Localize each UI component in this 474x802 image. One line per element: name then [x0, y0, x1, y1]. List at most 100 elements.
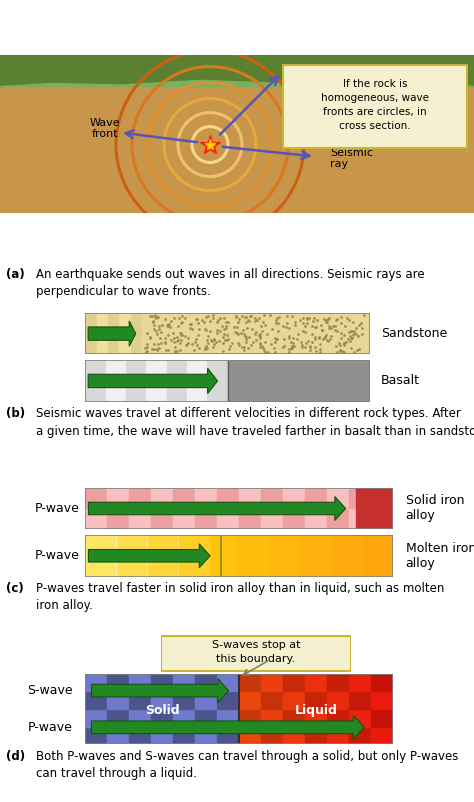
Bar: [283, 508, 305, 529]
Bar: [372, 674, 393, 691]
Bar: [107, 488, 129, 508]
Point: [244, 314, 252, 326]
Point: [157, 337, 164, 350]
Point: [279, 341, 287, 354]
Bar: [218, 727, 239, 744]
Bar: [328, 674, 349, 691]
Point: [346, 334, 354, 347]
Bar: [85, 535, 116, 577]
Point: [192, 313, 200, 326]
Point: [350, 326, 358, 339]
Point: [153, 312, 160, 325]
Point: [163, 344, 170, 357]
Bar: [305, 691, 328, 709]
Point: [331, 324, 338, 337]
Point: [323, 315, 330, 328]
Point: [153, 342, 160, 355]
Point: [256, 336, 264, 349]
Point: [193, 313, 201, 326]
Point: [154, 328, 161, 341]
Point: [303, 337, 310, 350]
Point: [312, 341, 319, 354]
FancyArrow shape: [91, 678, 228, 703]
Bar: [0, 55, 474, 86]
Point: [324, 315, 331, 328]
Bar: [283, 691, 305, 709]
Bar: [151, 674, 173, 691]
Bar: [218, 709, 239, 727]
Bar: [173, 508, 195, 529]
Point: [345, 326, 353, 338]
Point: [227, 339, 234, 352]
Point: [155, 320, 163, 333]
Point: [268, 322, 276, 335]
Point: [261, 335, 268, 348]
Text: P-waves travel faster in solid iron alloy than in liquid, such as molten
iron al: P-waves travel faster in solid iron allo…: [36, 581, 444, 612]
Bar: [372, 691, 393, 709]
Point: [219, 337, 227, 350]
Point: [358, 322, 365, 334]
Text: Sandstone: Sandstone: [381, 327, 447, 340]
Point: [281, 340, 288, 353]
Bar: [195, 674, 218, 691]
Point: [340, 336, 348, 349]
Point: [310, 311, 318, 324]
FancyArrow shape: [88, 496, 346, 520]
Point: [251, 312, 259, 325]
Bar: [142, 313, 370, 354]
Point: [149, 314, 156, 327]
Bar: [218, 488, 239, 508]
Point: [321, 330, 329, 343]
Bar: [146, 360, 166, 402]
Point: [171, 344, 179, 357]
Bar: [349, 727, 372, 744]
Point: [283, 317, 291, 330]
Point: [355, 330, 362, 342]
Point: [162, 313, 169, 326]
Point: [166, 320, 174, 333]
Text: S-wave: S-wave: [27, 684, 73, 697]
Bar: [116, 535, 147, 577]
Point: [340, 337, 347, 350]
Point: [306, 344, 314, 357]
Point: [219, 345, 227, 358]
Point: [242, 336, 249, 349]
Text: Basalt: Basalt: [381, 375, 420, 387]
Text: (d): (d): [6, 750, 25, 763]
Point: [288, 339, 295, 352]
Point: [153, 344, 160, 357]
Bar: [129, 508, 151, 529]
Point: [271, 335, 279, 348]
Bar: [349, 508, 372, 529]
Bar: [116, 535, 147, 577]
Point: [308, 320, 315, 333]
Point: [174, 319, 182, 332]
Point: [289, 337, 296, 350]
Bar: [0, 86, 474, 213]
Point: [161, 335, 169, 348]
Bar: [173, 709, 195, 727]
Point: [322, 315, 330, 328]
Point: [150, 338, 158, 350]
Point: [264, 346, 272, 358]
Point: [332, 340, 340, 353]
Point: [220, 312, 228, 325]
Point: [143, 326, 150, 339]
Point: [173, 345, 181, 358]
Text: (c): (c): [6, 581, 23, 595]
Bar: [328, 508, 349, 529]
Point: [291, 318, 299, 331]
Point: [178, 316, 186, 329]
Point: [273, 312, 281, 325]
Point: [173, 334, 181, 347]
Point: [204, 330, 212, 342]
Bar: [195, 727, 218, 744]
Bar: [107, 709, 129, 727]
Point: [275, 311, 283, 324]
Bar: [173, 488, 195, 508]
Point: [273, 314, 280, 326]
Point: [337, 316, 345, 329]
Bar: [129, 691, 151, 709]
Point: [312, 320, 320, 333]
Point: [221, 333, 229, 346]
